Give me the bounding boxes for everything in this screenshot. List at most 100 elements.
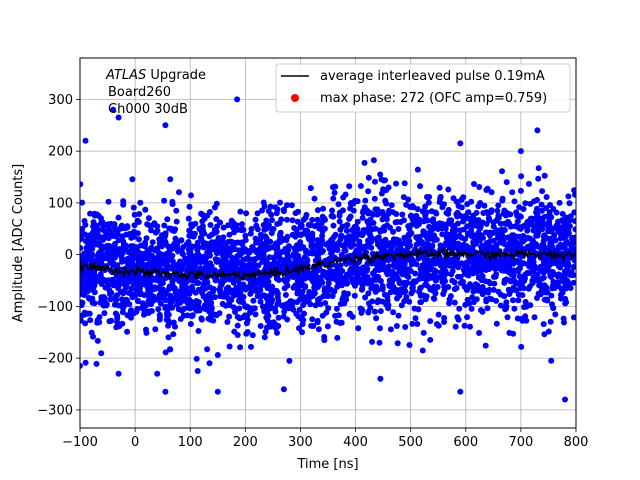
scatter-point [257,236,264,243]
scatter-point [82,320,89,327]
scatter-point [503,299,510,306]
scatter-point [80,253,85,260]
scatter-point [102,302,109,309]
scatter-point [254,226,261,233]
scatter-point [449,227,456,234]
scatter-point [124,328,131,335]
scatter-point [216,310,223,317]
scatter-point [393,211,400,217]
plot-frame [79,57,577,429]
scatter-point [390,236,397,243]
scatter-point [571,218,576,224]
scatter-point [446,300,453,307]
scatter-point [228,276,235,283]
scatter-point [252,311,259,318]
scatter-point [301,310,307,317]
scatter-point [570,272,576,279]
scatter-point [502,220,509,227]
scatter-point [145,215,152,222]
scatter-point [465,230,471,237]
scatter-point [529,237,536,244]
scatter-point [169,198,176,205]
scatter-point [341,247,348,254]
scatter-point [553,222,560,229]
scatter-point [115,302,122,309]
scatter-point [313,280,320,287]
scatter-point [419,347,426,354]
scatter-point [483,267,489,273]
scatter-point [339,275,346,282]
x-tick-label: 300 [288,435,313,450]
scatter-point [248,343,254,350]
scatter-point [242,237,249,244]
scatter-point [308,322,315,329]
scatter-point [538,267,545,274]
scatter-point [143,326,149,333]
scatter-point [193,307,200,314]
scatter-point [142,206,149,213]
scatter-point [340,207,346,214]
scatter-point [274,329,280,336]
scatter-point [92,276,98,283]
scatter-point [185,215,192,222]
scatter-point [454,240,461,247]
scatter-point [360,227,367,234]
scatter-point [405,196,412,203]
scatter-point [375,260,382,267]
scatter-point [273,210,280,217]
outlier-point [457,140,464,147]
scatter-point [432,209,439,216]
scatter-point [473,265,479,272]
scatter-point [491,280,498,287]
scatter-point [87,283,94,290]
scatter-point [223,259,230,266]
scatter-point [226,343,233,350]
scatter-point [257,298,264,305]
scatter-point [490,286,497,293]
scatter-point [208,263,215,270]
scatter-point [210,288,216,295]
scatter-point [365,188,372,195]
scatter-point [364,265,371,272]
scatter-point [170,331,177,338]
scatter-point [157,313,163,320]
scatter-point [324,323,331,330]
scatter-point [176,297,183,304]
scatter-point [535,175,542,182]
scatter-point [273,240,279,247]
scatter-point [234,322,241,329]
scatter-point [368,244,375,251]
scatter-point [189,313,195,320]
scatter-point [227,267,234,274]
scatter-point [445,258,452,265]
scatter-point [365,309,372,315]
scatter-point [314,237,321,244]
scatter-point [249,256,256,263]
scatter-point [539,282,546,289]
scatter-point [171,285,178,292]
scatter-point [333,305,340,312]
scatter-point [264,285,271,292]
scatter-point [376,339,383,346]
scatter-point [385,184,392,191]
scatter-point [422,203,429,210]
scatter-point [255,262,262,269]
scatter-point [520,278,527,285]
scatter-point [213,200,220,207]
scatter-point [140,276,147,283]
scatter-point [572,188,576,195]
scatter-point [559,210,566,217]
scatter-point [173,207,180,214]
scatter-point [524,219,531,226]
scatter-point [402,324,409,330]
scatter-point [80,236,84,243]
scatter-point [217,283,224,290]
scatter-point [563,217,570,224]
scatter-point [114,292,120,299]
outlier-points [80,96,568,403]
scatter-point [515,266,522,272]
scatter-point [261,334,268,341]
scatter-point [351,229,358,236]
scatter-point [318,278,325,285]
outlier-point [517,148,524,155]
